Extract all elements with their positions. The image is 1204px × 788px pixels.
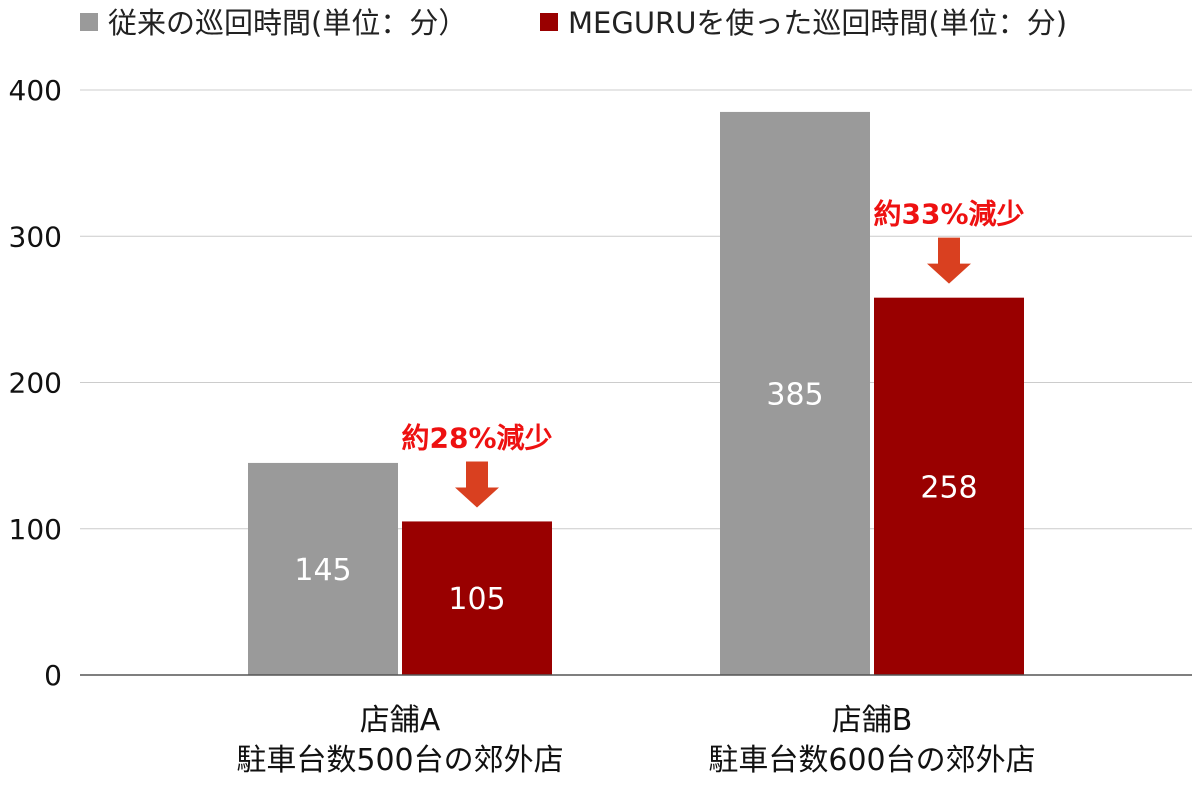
bar-series1-cat1 [248,462,398,675]
legend-swatch-1 [80,13,98,31]
y-tick-label-200: 200 [9,367,62,400]
category-label-2-line-2: 駐車台数600台の郊外店 [708,743,1035,778]
data-label-series1-cat2: 385 [766,377,823,412]
x-axis: 店舗A 駐車台数500台の郊外店 店舗B 駐車台数600台の郊外店 [80,674,1192,778]
legend: 従来の巡回時間(単位：分） MEGURUを使った巡回時間(単位：分) [80,6,1067,40]
y-tick-label-100: 100 [9,513,62,546]
category-label-1-line-1: 店舗A [360,703,441,738]
gridlines [80,89,1192,530]
reduction-annotation-1: 約28%減少 [401,421,552,454]
legend-label-2: MEGURUを使った巡回時間(単位：分) [568,6,1067,40]
down-arrow-icon [927,237,971,284]
y-axis: 0 100 200 300 400 [9,74,62,692]
y-tick-label-400: 400 [9,74,62,107]
legend-label-1: 従来の巡回時間(単位：分） [108,6,467,40]
y-tick-label-300: 300 [9,220,62,253]
down-arrow-icon [455,461,499,508]
data-label-series1-cat1: 145 [294,553,351,588]
annotations: 約28%減少 約33%減少 [401,198,1025,508]
legend-swatch-2 [540,13,558,31]
bars: 145 105 385 258 [248,111,1024,675]
reduction-annotation-2: 約33%減少 [873,198,1024,231]
bar-series2-cat2 [874,297,1024,675]
data-label-series2-cat1: 105 [448,582,505,617]
category-label-2-line-1: 店舗B [832,703,913,738]
category-label-1-line-2: 駐車台数500台の郊外店 [236,743,563,778]
data-label-series2-cat2: 258 [920,470,977,505]
y-tick-label-0: 0 [44,659,62,692]
bar-series2-cat1 [402,521,552,675]
bar-series1-cat2 [720,111,870,675]
